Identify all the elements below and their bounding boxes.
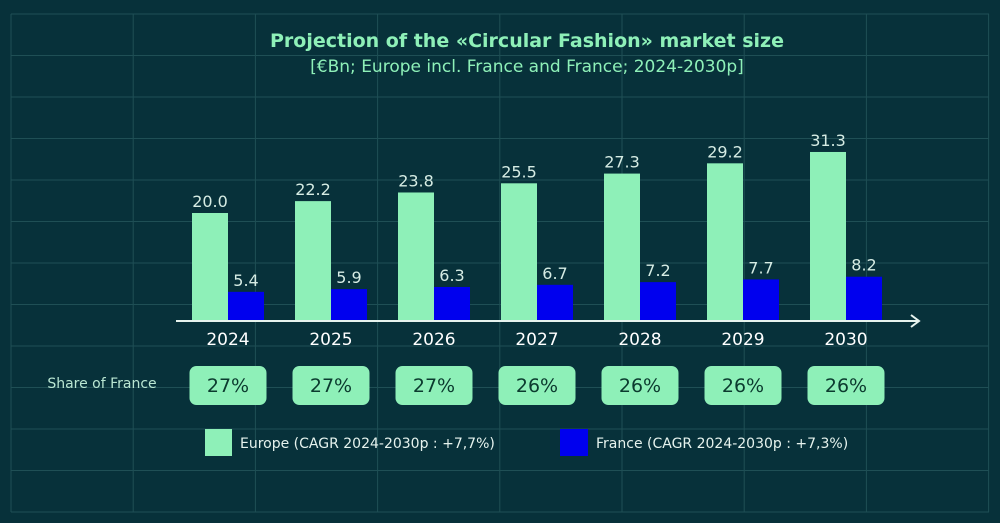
legend-label-europe: Europe (CAGR 2024-2030p : +7,7%) bbox=[240, 436, 495, 452]
data-label: 6.7 bbox=[542, 264, 567, 283]
data-label: 22.2 bbox=[295, 180, 331, 199]
bar-france-2024 bbox=[228, 291, 264, 321]
bar-europe-2026 bbox=[398, 192, 434, 321]
bar-europe-2027 bbox=[501, 183, 537, 321]
bar-europe-2025 bbox=[295, 201, 331, 321]
share-pills: 27% 27% 27% 26% 26% 26% 26% bbox=[189, 366, 885, 405]
x-ticks: 2024 2025 2026 2027 2028 2029 2030 bbox=[206, 330, 867, 350]
data-label: 6.3 bbox=[439, 266, 464, 285]
x-tick-label: 2026 bbox=[412, 330, 455, 350]
x-tick-label: 2030 bbox=[824, 330, 867, 350]
share-value: 27% bbox=[207, 375, 249, 397]
bar-europe-2030 bbox=[810, 151, 846, 321]
data-label: 8.2 bbox=[851, 256, 876, 275]
share-value: 27% bbox=[413, 375, 455, 397]
data-label: 5.9 bbox=[336, 268, 361, 287]
data-label: 27.3 bbox=[604, 153, 640, 172]
share-pill bbox=[807, 366, 885, 405]
share-value: 26% bbox=[619, 375, 661, 397]
x-axis-arrow-icon bbox=[910, 314, 921, 328]
bar-europe-2029 bbox=[707, 163, 743, 321]
share-value: 27% bbox=[310, 375, 352, 397]
x-tick-label: 2027 bbox=[515, 330, 558, 350]
bar-france-2026 bbox=[434, 286, 470, 321]
share-pill bbox=[395, 366, 473, 405]
data-label: 23.8 bbox=[398, 171, 434, 190]
legend: Europe (CAGR 2024-2030p : +7,7%) France … bbox=[205, 429, 848, 456]
chart-title: Projection of the «Circular Fashion» mar… bbox=[270, 30, 784, 52]
share-of-france-label: Share of France bbox=[47, 376, 156, 392]
share-value: 26% bbox=[825, 375, 867, 397]
legend-swatch-europe bbox=[205, 429, 232, 456]
bar-france-2027 bbox=[537, 284, 573, 321]
legend-label-france: France (CAGR 2024-2030p : +7,3%) bbox=[596, 436, 848, 452]
bar-france-2030 bbox=[846, 276, 882, 321]
data-label: 29.2 bbox=[707, 142, 743, 161]
data-label: 7.2 bbox=[645, 261, 670, 280]
grid bbox=[10, 13, 990, 513]
bar-france-2028 bbox=[640, 282, 676, 321]
share-pill bbox=[189, 366, 267, 405]
share-pill bbox=[601, 366, 679, 405]
legend-swatch-france bbox=[560, 429, 588, 456]
data-label: 5.4 bbox=[233, 271, 258, 290]
x-tick-label: 2028 bbox=[618, 330, 661, 350]
x-tick-label: 2024 bbox=[206, 330, 249, 350]
data-label: 20.0 bbox=[192, 192, 228, 211]
x-tick-label: 2029 bbox=[721, 330, 764, 350]
data-label: 7.7 bbox=[748, 258, 773, 277]
share-value: 26% bbox=[722, 375, 764, 397]
data-label: 31.3 bbox=[810, 131, 846, 150]
bars: 20.0 5.4 22.2 5.9 23.8 6.3 25.5 6.7 27.3 7.2 29.2 7… bbox=[192, 131, 882, 321]
bar-europe-2024 bbox=[192, 213, 228, 321]
data-label: 25.5 bbox=[501, 162, 537, 181]
share-pill bbox=[292, 366, 370, 405]
bar-europe-2028 bbox=[604, 173, 640, 321]
share-pill bbox=[498, 366, 576, 405]
share-pill bbox=[704, 366, 782, 405]
chart-subtitle: [€Bn; Europe incl. France and France; 20… bbox=[310, 57, 744, 77]
bar-france-2029 bbox=[743, 279, 779, 321]
share-value: 26% bbox=[516, 375, 558, 397]
bar-france-2025 bbox=[331, 289, 367, 321]
x-tick-label: 2025 bbox=[309, 330, 352, 350]
